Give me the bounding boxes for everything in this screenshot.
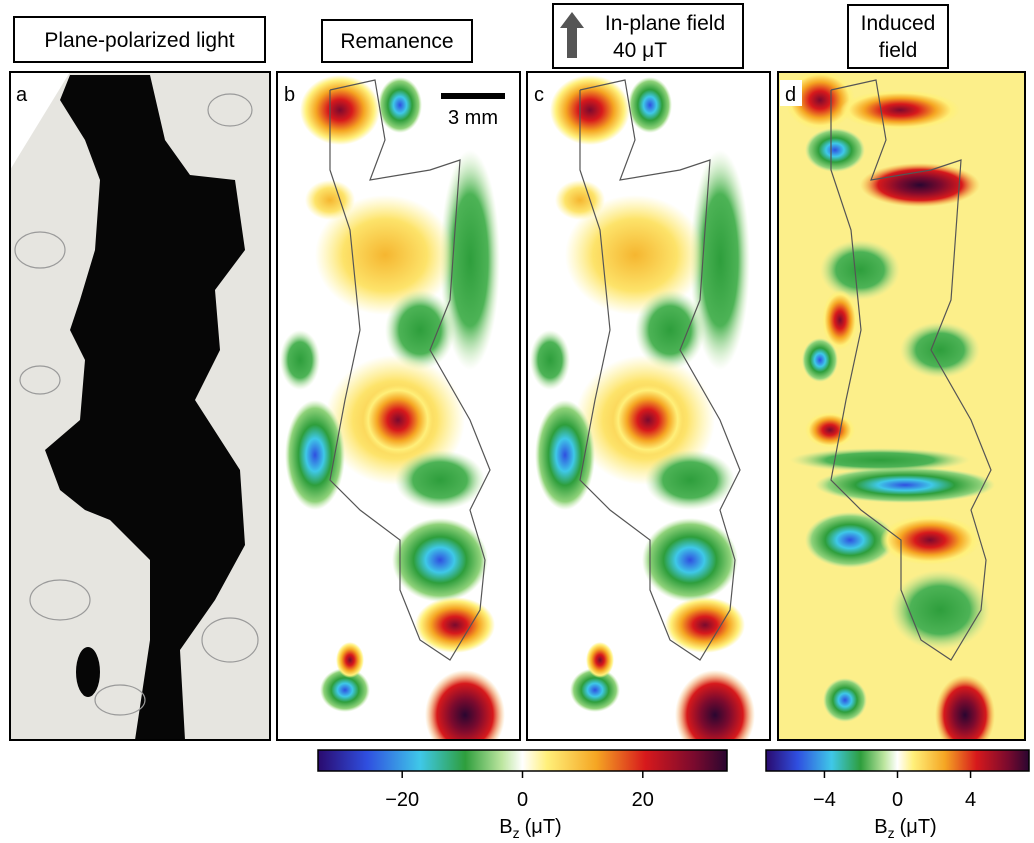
colorbar-tick-label: 0 [892, 789, 903, 811]
panel-letter: c [534, 84, 544, 106]
field-blob [645, 450, 735, 510]
field-blob [535, 400, 595, 510]
field-blob [570, 668, 620, 712]
label-unit: (μT) [900, 816, 937, 838]
field-blob [628, 77, 672, 133]
label-subscript: z [513, 825, 520, 838]
panel-frame [777, 71, 1026, 741]
field-blob [385, 290, 455, 370]
colorbar-label: Bz (μT) [499, 816, 561, 838]
field-blob [363, 385, 433, 455]
field-blob [820, 240, 900, 300]
outline [329, 79, 491, 661]
field-blob [805, 412, 855, 448]
label-symbol: B [874, 816, 887, 838]
label-subscript: z [888, 825, 895, 838]
field-arrow [560, 12, 584, 58]
colorbar-tick-label: 20 [632, 789, 654, 811]
panel-a-image [10, 72, 270, 740]
header: In-plane field [605, 12, 725, 35]
field-blob [935, 675, 995, 740]
field-blob [785, 72, 855, 130]
field-blob [415, 597, 495, 653]
field-blob [315, 195, 455, 315]
field-blob [586, 642, 614, 678]
label-symbol: B [499, 816, 512, 838]
header: field [879, 39, 918, 62]
field-blob [530, 330, 570, 390]
header: 40 μT [613, 39, 667, 62]
field-blob [280, 330, 320, 390]
field-blob [840, 90, 960, 130]
colorbar-label: Bz (μT) [874, 816, 936, 838]
field-blob [565, 195, 705, 315]
label-unit: (μT) [525, 816, 562, 838]
field-blob [665, 597, 745, 653]
header: Induced [861, 12, 936, 35]
field-blob [675, 670, 755, 740]
letter-bg [529, 80, 551, 106]
header-box [321, 19, 473, 63]
field-blob [300, 75, 380, 145]
panel-d-image [778, 72, 1025, 740]
field-blob [815, 467, 995, 503]
field-blob [690, 150, 750, 370]
field-blob [880, 515, 980, 565]
panel-frame [276, 71, 521, 741]
scale-bar-label: 3 mm [448, 107, 498, 129]
header-box [847, 4, 949, 69]
colorbar-tick-label: 0 [517, 789, 528, 811]
panel-letter: d [785, 84, 796, 106]
outline [579, 79, 741, 661]
field-blob [555, 180, 605, 220]
field-blob [900, 322, 980, 378]
field-blob [890, 570, 990, 650]
field-blob [336, 642, 364, 678]
field-blob [378, 77, 422, 133]
panel-letter: a [16, 84, 28, 106]
field-blob [392, 518, 488, 602]
field-blob [805, 128, 865, 172]
field-blob [285, 400, 345, 510]
field-blob [320, 668, 370, 712]
panel-letter: b [284, 84, 295, 106]
field-blob [635, 290, 705, 370]
panel-frame [9, 71, 271, 741]
colorbar-tick-label: −20 [385, 789, 419, 811]
field-blob [305, 180, 355, 220]
letter-bg [12, 80, 34, 106]
field-blob [805, 512, 895, 568]
colorbar [765, 749, 1030, 772]
field-blob [822, 290, 858, 350]
field-blob [823, 678, 867, 722]
panel-b-image [277, 72, 520, 740]
outline [830, 79, 992, 661]
colorbar-tick-label: 4 [965, 789, 976, 811]
field-blob [860, 163, 980, 207]
field-blob [642, 518, 738, 602]
header: Remanence [340, 30, 453, 53]
field-blob [395, 450, 485, 510]
header-box [552, 3, 744, 69]
panel-frame [526, 71, 771, 741]
letter-bg [780, 80, 802, 106]
field-blob [790, 448, 970, 472]
colorbar-tick-label: −4 [813, 789, 836, 811]
field-blob [550, 75, 630, 145]
scale-bar [441, 93, 505, 99]
panel-c-image [527, 72, 770, 740]
field-blob [613, 385, 683, 455]
colorbar [317, 749, 728, 772]
field-blob [802, 338, 838, 382]
colorbar-ticks: −20 0 20 Bz (μT) −4 0 4 Bz (μT) [385, 771, 976, 841]
field-blob [425, 670, 505, 740]
letter-bg [279, 80, 301, 106]
header: Plane-polarized light [44, 29, 234, 52]
header-box [13, 16, 266, 63]
field-blob [440, 150, 500, 370]
